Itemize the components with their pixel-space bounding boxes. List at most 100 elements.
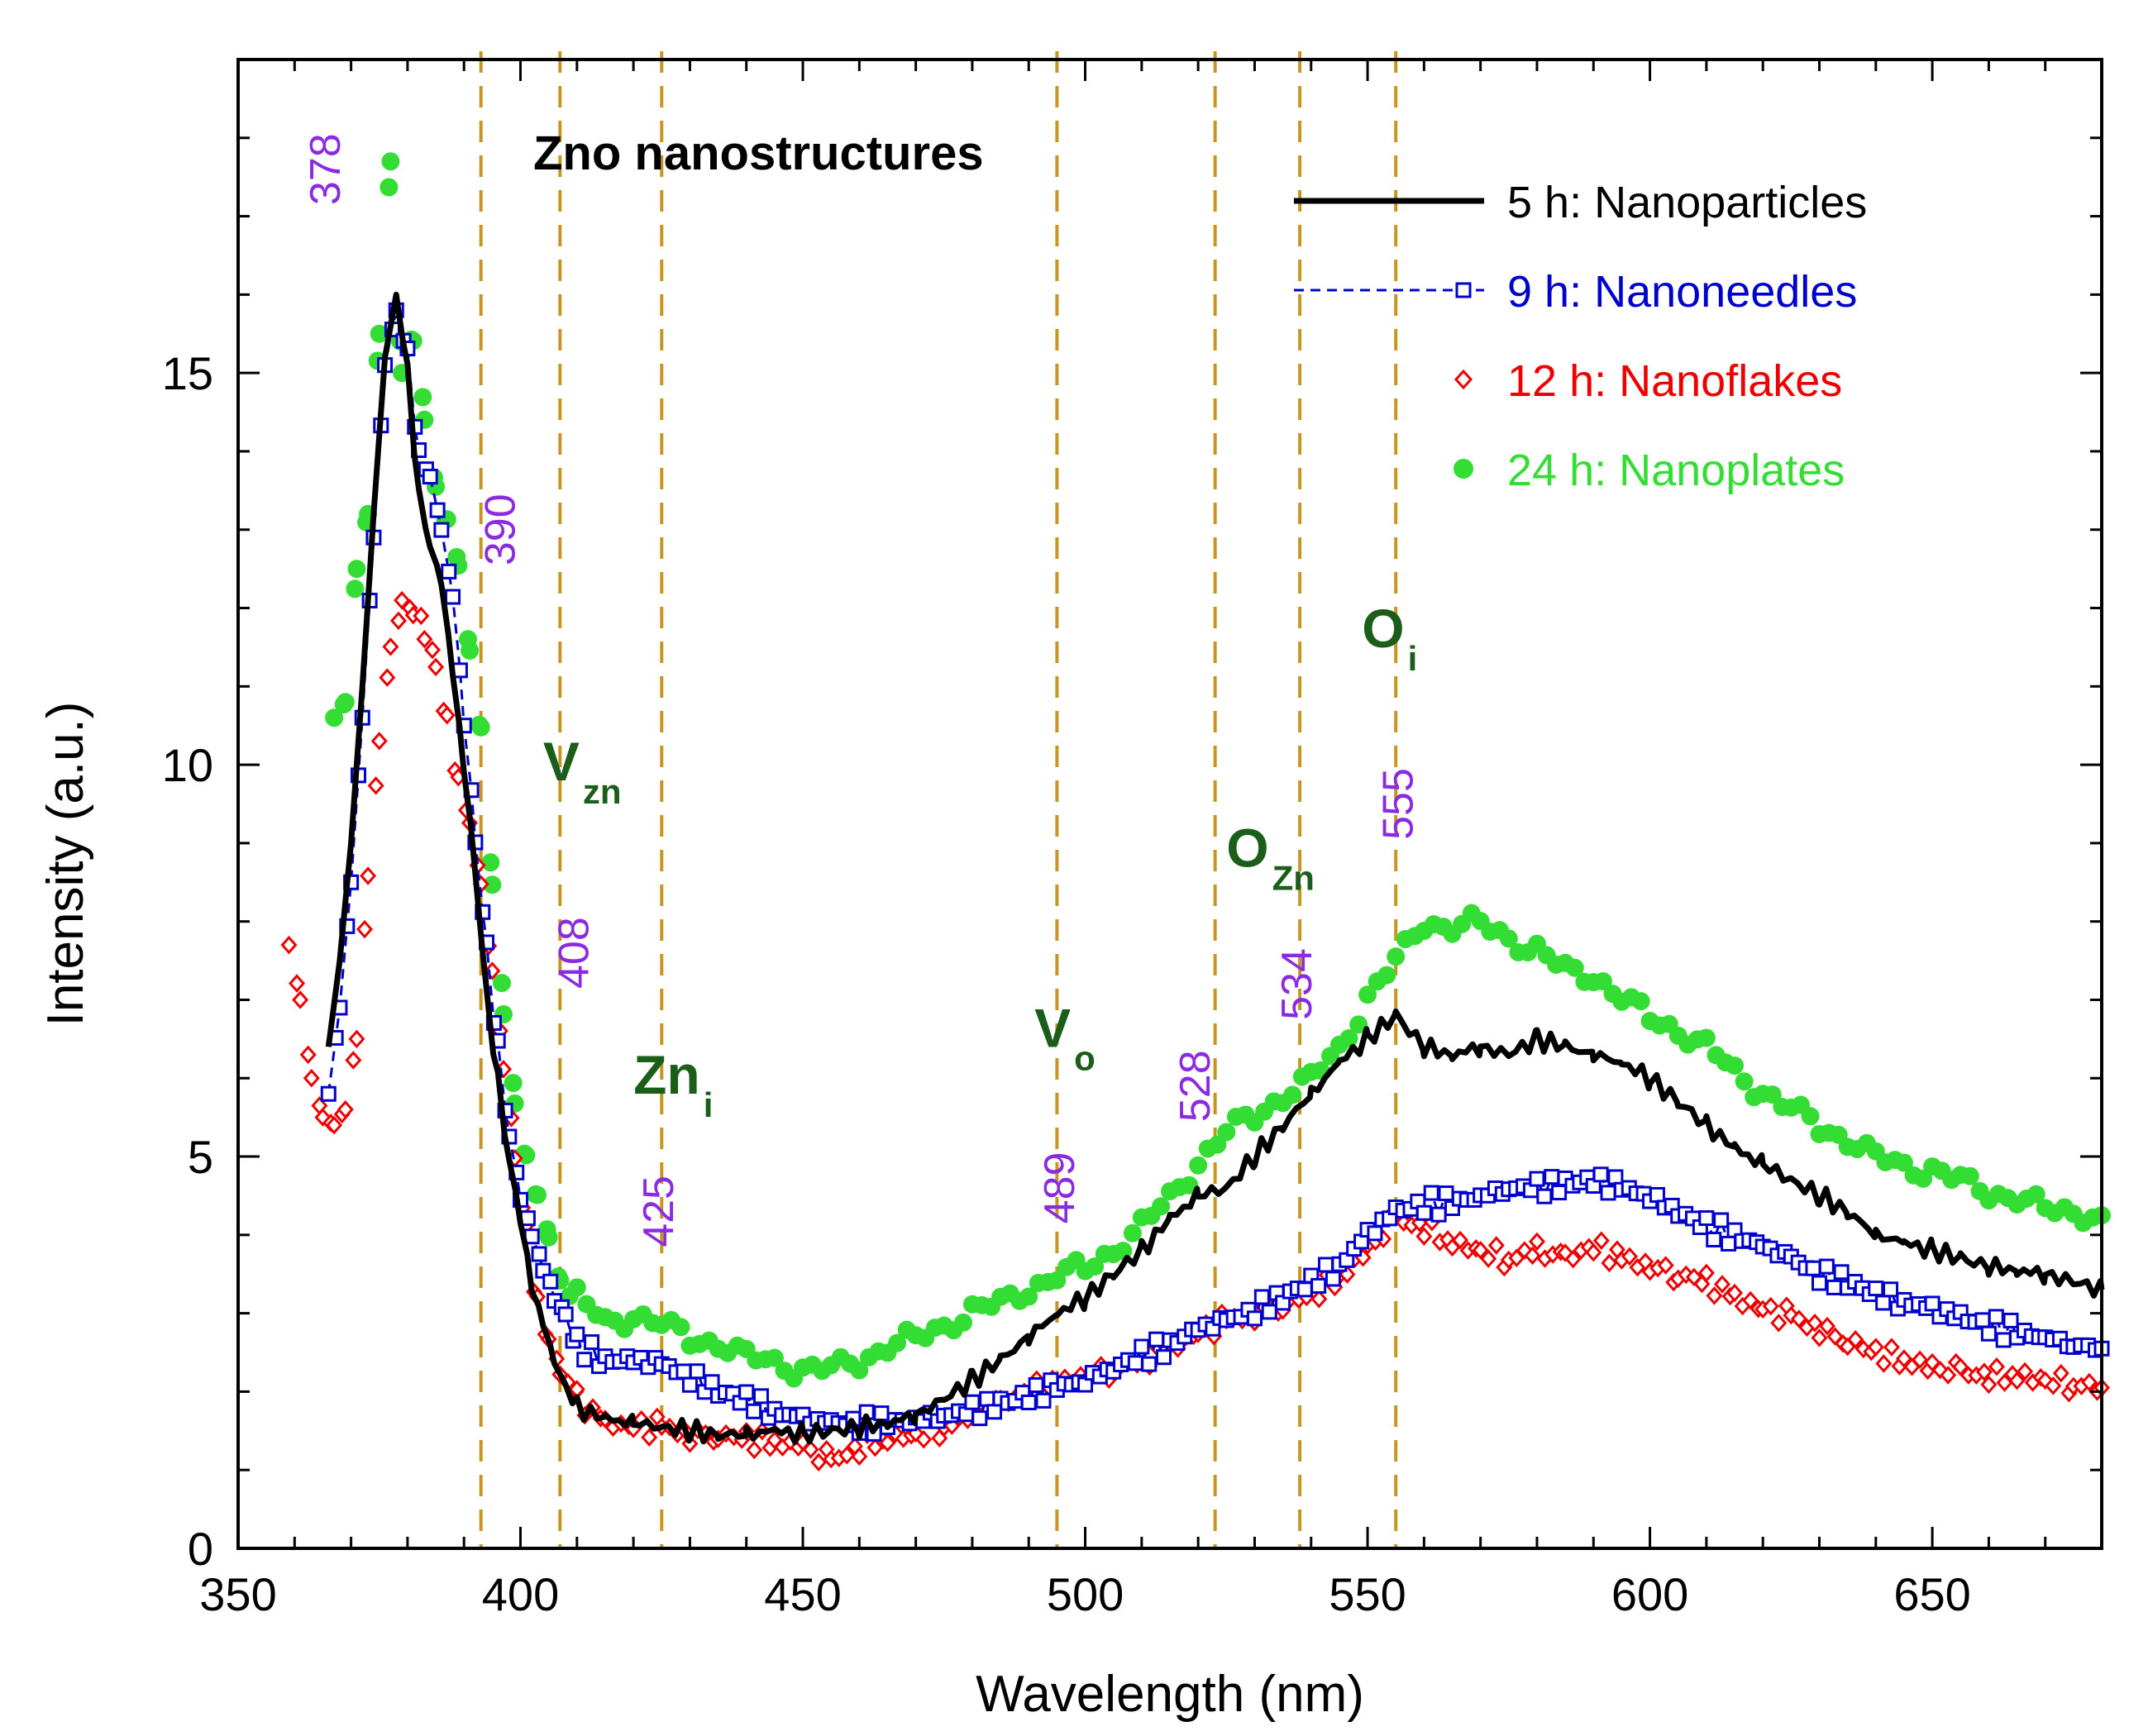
data-point — [2026, 1185, 2045, 1204]
data-point — [1607, 1169, 1624, 1185]
data-point — [1217, 1123, 1236, 1142]
y-tick-label: 0 — [188, 1523, 213, 1575]
data-point — [1438, 1185, 1454, 1202]
data-point — [1367, 1225, 1383, 1242]
data-point — [1763, 1085, 1782, 1104]
data-point — [888, 1333, 907, 1352]
peak-label-408: 408 — [550, 917, 598, 989]
data-point — [292, 990, 309, 1009]
data-point — [367, 776, 384, 795]
data-point — [1867, 1338, 1884, 1357]
data-point — [1349, 1015, 1368, 1034]
data-point — [441, 563, 457, 579]
data-point — [1544, 1169, 1560, 1185]
data-point — [1819, 1316, 1836, 1336]
data-point — [433, 522, 450, 538]
data-point — [1152, 1197, 1171, 1216]
legend-entry-3: 24 h: Nanoplates — [1454, 446, 1845, 495]
data-point — [1706, 1286, 1723, 1305]
data-point — [802, 1440, 819, 1459]
data-point — [1499, 929, 1518, 948]
data-point — [1592, 1166, 1609, 1183]
data-point — [427, 657, 445, 677]
legend-marker — [1455, 282, 1472, 298]
data-point — [1472, 1241, 1489, 1260]
data-point — [1310, 1290, 1328, 1309]
data-point — [1952, 1357, 1969, 1376]
x-tick-label: 600 — [1611, 1568, 1688, 1620]
data-point — [746, 1403, 762, 1419]
data-point — [1847, 1330, 1864, 1349]
data-point — [1883, 1338, 1900, 1357]
data-point — [1875, 1354, 1893, 1373]
data-point — [1246, 1310, 1263, 1327]
data-point — [2080, 1372, 2098, 1392]
data-point — [1697, 1028, 1716, 1047]
data-point — [1358, 985, 1377, 1004]
data-point — [1811, 1275, 1827, 1291]
legend-label: 12 h: Nanoflakes — [1507, 356, 1842, 406]
defect-label: Vo — [1034, 997, 1096, 1077]
data-point — [1028, 1377, 1044, 1394]
data-point — [971, 1410, 988, 1427]
data-point — [1826, 1279, 1842, 1295]
data-point — [1805, 1260, 1821, 1276]
axes: 350 400 450 500 550 600 650 0 5 10 15 — [162, 58, 2103, 1620]
x-tick-label: 450 — [764, 1568, 841, 1620]
defect-label: Vzn — [543, 731, 622, 811]
data-point — [370, 324, 389, 343]
data-point — [1536, 1188, 1553, 1204]
data-point — [1134, 1338, 1150, 1355]
data-point — [1148, 1331, 1165, 1347]
data-point — [1995, 1332, 2012, 1348]
data-point — [1713, 1212, 1730, 1228]
data-point — [1988, 1309, 2004, 1325]
data-point — [1208, 1135, 1227, 1154]
data-point — [851, 1447, 868, 1467]
data-point — [986, 1404, 1003, 1420]
data-point — [528, 1185, 547, 1204]
plot-frame — [236, 58, 2103, 1550]
data-point — [2052, 1363, 2069, 1383]
series-line-nanoparticles — [325, 291, 2105, 1445]
peak-label-378: 378 — [302, 133, 350, 205]
data-point — [1631, 992, 1650, 1011]
data-point — [569, 1326, 585, 1343]
data-point — [1697, 1263, 1715, 1283]
data-point — [567, 1278, 586, 1297]
peak-label-390: 390 — [477, 494, 525, 565]
y-tick-label: 15 — [162, 347, 213, 399]
data-point — [1726, 1056, 1745, 1075]
data-point — [1721, 1235, 1737, 1252]
data-point — [850, 1361, 869, 1380]
defect-label: Oi — [1362, 598, 1417, 678]
data-point — [1086, 1257, 1105, 1276]
data-point — [423, 640, 441, 660]
data-point — [356, 919, 374, 939]
data-point — [1980, 1325, 1997, 1342]
data-point — [1698, 1209, 1715, 1226]
data-point — [504, 1074, 523, 1093]
data-point — [584, 1334, 600, 1351]
data-point — [413, 606, 430, 626]
data-series — [280, 152, 2111, 1472]
data-point — [381, 152, 400, 171]
data-point — [1565, 958, 1584, 977]
legend-entry-2: 12 h: Nanoflakes — [1454, 356, 1842, 406]
data-point — [1529, 1171, 1545, 1187]
data-point — [681, 1376, 698, 1393]
data-point — [641, 1428, 658, 1447]
data-point — [289, 974, 306, 993]
data-point — [1770, 1314, 1788, 1333]
y-tick-label: 5 — [188, 1131, 213, 1183]
data-point — [1452, 1230, 1469, 1250]
data-point — [675, 1363, 692, 1380]
data-point — [438, 705, 456, 725]
data-point — [1924, 1295, 1940, 1312]
peak-label-534: 534 — [1273, 948, 1321, 1020]
data-point — [1423, 1185, 1439, 1201]
chart-title: Zno nanostructures — [533, 126, 984, 180]
data-point — [1833, 1264, 1850, 1281]
data-point — [1415, 1227, 1433, 1246]
legend-label: 5 h: Nanoparticles — [1507, 178, 1867, 227]
